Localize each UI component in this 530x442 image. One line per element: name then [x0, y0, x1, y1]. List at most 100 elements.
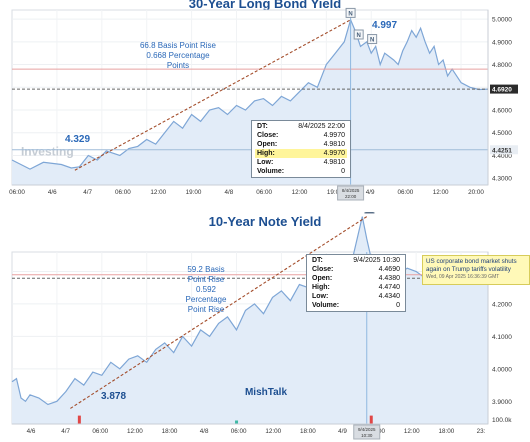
news-tooltip[interactable]: US corporate bond market shuts again on …	[422, 255, 530, 285]
time-tick-label: 23:	[477, 428, 486, 435]
time-tick-label: 12:00	[404, 428, 420, 435]
watermark: Investing	[21, 144, 74, 158]
time-tick-label: 4/6	[27, 428, 36, 435]
time-tick-label: 18:00	[162, 428, 178, 435]
long-bond-chart[interactable]: Investing5.00004.90004.80004.70004.60004…	[0, 0, 530, 212]
price-area	[12, 19, 488, 185]
infobox-row: Close: 4.4690	[312, 266, 400, 273]
time-tick-label: 20:00	[468, 189, 484, 196]
last-price-badge	[490, 84, 518, 94]
annotation-text: Percentage	[186, 295, 227, 304]
news-headline: US corporate bond market shuts again on …	[426, 258, 517, 273]
annotation-text: 0.668 Percentage	[146, 51, 210, 60]
time-tick-label: 4/9	[366, 189, 375, 196]
ohlc-infobox: DT: 9/4/2025 10:30 Close: 4.4690 Open: 4.43…	[306, 254, 406, 312]
time-tick-label: 4/8	[200, 428, 209, 435]
news-marker-text: N	[348, 11, 352, 17]
price-tick-label: 5.0000	[492, 17, 512, 24]
price-tick-label: 4.4000	[492, 153, 512, 160]
news-marker	[367, 34, 378, 45]
time-tick-label: 4/8	[224, 189, 233, 196]
volume-tick-label: 100.0k	[492, 417, 512, 424]
ohlc-infobox: DT: 8/4/2025 22:00 Close: 4.9970 Open: 4.98…	[251, 120, 351, 178]
annotation-text: Point Rise	[188, 275, 225, 284]
news-marker-text: N	[367, 212, 371, 213]
crosshair-date-badge	[337, 185, 365, 201]
infobox-row: DT: 9/4/2025 10:30	[312, 257, 400, 264]
infobox-row: Low: 4.4340	[312, 293, 400, 300]
time-tick-label: 06:00	[231, 428, 247, 435]
time-tick-label: 06:00	[9, 189, 25, 196]
long-bond-chart-panel: 30-Year Long Bond Yield Investing 5.0000 4…	[0, 0, 530, 212]
annotation-text: 59.2 Basis	[187, 265, 224, 274]
time-tick-label: 18:00	[300, 428, 316, 435]
price-tick-label: 4.1000	[492, 334, 512, 341]
low-callout: 4.329	[65, 134, 90, 145]
time-tick-label: 12:00	[127, 428, 143, 435]
brand-label: MishTalk	[245, 387, 287, 398]
price-tick-label: 3.9000	[492, 399, 512, 406]
infobox-row: Volume: 0	[312, 302, 400, 309]
low-callout: 3.878	[101, 391, 126, 402]
price-tick-label: 4.2000	[492, 301, 512, 308]
annotation-text: 0.592	[196, 285, 217, 294]
time-tick-label: 19:00	[327, 189, 343, 196]
reference-price-badge	[490, 145, 518, 155]
time-tick-label: 4/6	[48, 189, 57, 196]
news-marker-text: N	[356, 33, 360, 39]
ten-year-chart-panel: 10-Year Note Yield Investing4.30004.2000…	[0, 212, 530, 442]
time-tick-label: 4/7	[83, 189, 92, 196]
high-callout: 4.997	[372, 20, 397, 31]
price-line	[11, 17, 489, 170]
time-tick-label: 06:00	[256, 189, 272, 196]
time-tick-label: 18:00	[439, 428, 455, 435]
price-tick-label: 4.3000	[492, 176, 512, 183]
chart-title: 10-Year Note Yield	[208, 214, 322, 229]
news-date: Wed, 09 Apr 2025 16:36:39 GMT	[426, 274, 500, 280]
infobox-row-highlight: High: 4.9970	[255, 149, 347, 158]
trend-line	[74, 19, 351, 171]
time-tick-label: 19:00	[186, 189, 202, 196]
crosshair-date-badge	[353, 424, 381, 440]
annotation-text: Points	[167, 61, 189, 70]
price-tick-label: 4.0000	[492, 366, 512, 373]
crosshair-date: 8/4/2025	[342, 188, 360, 193]
crosshair-time: 10:30	[361, 433, 373, 438]
time-tick-label: 4/9	[338, 428, 347, 435]
reference-price-badge-text: 4.4251	[492, 147, 512, 154]
infobox-row: Low: 4.9810	[257, 159, 345, 166]
price-tick-label: 4.8000	[492, 62, 512, 69]
ten-year-chart[interactable]: Investing4.30004.20004.10004.00003.90001…	[0, 212, 530, 442]
time-tick-label: 12:00	[433, 189, 449, 196]
news-marker	[364, 212, 375, 214]
annotation-text: 66.8 Basis Point Rise	[140, 41, 217, 50]
news-marker-text: N	[370, 38, 374, 44]
price-tick-label: 4.5000	[492, 130, 512, 137]
news-marker	[353, 29, 364, 40]
infobox-row: Open: 4.9810	[257, 141, 345, 148]
time-tick-label: 4/7	[61, 428, 70, 435]
price-tick-label: 4.9000	[492, 39, 512, 46]
infobox-row: DT: 8/4/2025 22:00	[257, 123, 345, 130]
time-tick-label: 06:00	[115, 189, 131, 196]
time-tick-label: 12:00	[292, 189, 308, 196]
news-marker	[345, 7, 356, 18]
annotation-text: Point Rise	[188, 305, 225, 314]
infobox-row: Close: 4.9970	[257, 132, 345, 139]
time-tick-label: 06:00	[398, 189, 414, 196]
last-price-badge-text: 4.6920	[492, 87, 512, 94]
trend-line	[70, 216, 368, 409]
time-tick-label: 06:00	[92, 428, 108, 435]
chart-title: 30-Year Long Bond Yield	[188, 0, 342, 11]
price-tick-label: 4.6000	[492, 108, 512, 115]
volume-bar	[235, 420, 239, 424]
crosshair-date: 9/4/2025	[358, 427, 376, 432]
infobox-row: Volume: 0	[257, 168, 345, 175]
volume-bar	[369, 415, 373, 424]
infobox-row: High: 4.4740	[312, 284, 400, 291]
crosshair-time: 22:00	[345, 194, 357, 199]
time-tick-label: 12:00	[150, 189, 166, 196]
time-tick-label: 12:00	[265, 428, 281, 435]
volume-bar	[77, 415, 81, 424]
infobox-row: Open: 4.4380	[312, 275, 400, 282]
